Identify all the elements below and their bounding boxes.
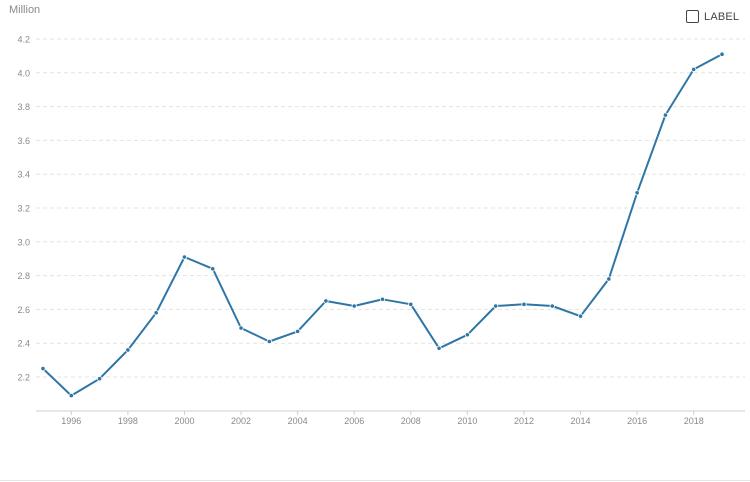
y-tick-label: 3.2	[17, 204, 30, 214]
x-tick-label: 1996	[61, 416, 81, 426]
x-tick-label: 1998	[118, 416, 138, 426]
x-tick-label: 2000	[174, 416, 194, 426]
y-tick-label: 2.4	[17, 339, 30, 349]
label-toggle[interactable]: LABEL	[686, 10, 739, 23]
y-tick-label: 3.6	[17, 136, 30, 146]
data-point[interactable]	[181, 254, 188, 260]
series-line	[42, 53, 723, 397]
x-tick-label: 2010	[457, 416, 477, 426]
data-point[interactable]	[379, 296, 386, 302]
x-tick-label: 2012	[514, 416, 534, 426]
data-point[interactable]	[719, 51, 725, 57]
data-point[interactable]	[521, 301, 527, 307]
y-tick-label: 3.4	[17, 170, 30, 180]
data-point[interactable]	[408, 301, 414, 307]
data-point[interactable]	[125, 347, 131, 353]
x-axis-tick-labels: 1996 1998 2000 2002 2004 2006 2008 2010 2012 2014…	[61, 411, 704, 426]
data-point[interactable]	[210, 266, 216, 272]
y-tick-label: 4.2	[17, 35, 30, 45]
data-point[interactable]	[295, 328, 301, 334]
data-point[interactable]	[577, 313, 584, 319]
y-tick-label: 4.0	[17, 68, 30, 78]
data-point[interactable]	[153, 310, 159, 316]
data-point[interactable]	[691, 66, 697, 73]
data-point[interactable]	[351, 303, 357, 309]
y-axis-tick-labels: 2.2 2.4 2.6 2.8 3.0 3.2 3.4 3.6 3.8 4.0 4.2	[17, 35, 30, 383]
data-point[interactable]	[606, 276, 612, 282]
data-point[interactable]	[40, 365, 46, 372]
data-point[interactable]	[662, 112, 669, 118]
data-point[interactable]	[323, 298, 329, 304]
y-tick-label: 3.0	[17, 237, 30, 247]
x-tick-label: 2004	[288, 416, 308, 426]
data-point[interactable]	[634, 190, 640, 196]
x-tick-label: 2008	[401, 416, 421, 426]
x-tick-label: 2014	[571, 416, 591, 426]
x-tick-label: 2002	[231, 416, 251, 426]
data-point[interactable]	[238, 325, 244, 331]
data-point[interactable]	[493, 303, 499, 309]
data-point[interactable]	[549, 303, 555, 309]
y-tick-label: 2.6	[17, 305, 30, 315]
data-point[interactable]	[266, 338, 272, 345]
data-point[interactable]	[68, 392, 74, 399]
y-tick-label: 2.2	[17, 373, 30, 383]
x-tick-label: 2018	[684, 416, 704, 426]
data-point[interactable]	[464, 332, 470, 338]
x-tick-label: 2016	[627, 416, 647, 426]
label-toggle-text: LABEL	[704, 10, 740, 23]
data-points	[40, 51, 725, 399]
bottom-divider	[0, 480, 750, 481]
x-tick-label: 2006	[344, 416, 364, 426]
label-checkbox[interactable]	[686, 10, 699, 23]
data-point[interactable]	[436, 345, 442, 351]
y-tick-label: 3.8	[17, 102, 30, 112]
y-tick-label: 2.8	[17, 271, 30, 281]
gridlines	[36, 38, 745, 378]
data-point[interactable]	[96, 376, 103, 382]
y-axis-unit-label: Million	[9, 4, 41, 16]
